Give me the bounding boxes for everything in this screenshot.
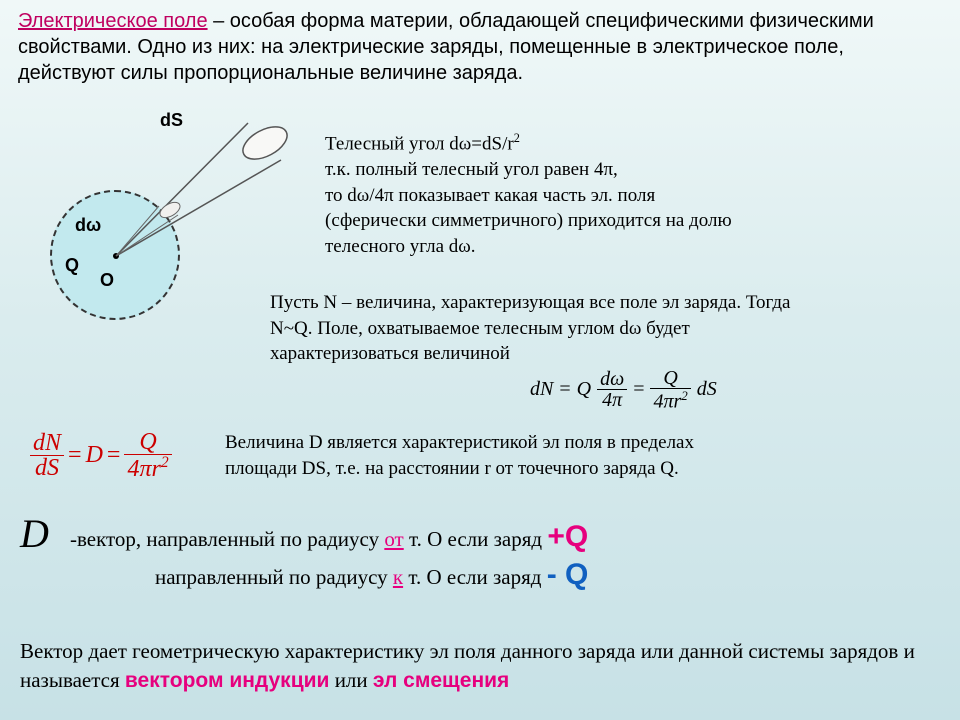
formula-dN: dN = Q dω 4π = Q 4πr2 dS — [530, 368, 717, 412]
solid-angle-text: Телесный угол dω=dS/r2 т.к. полный телес… — [325, 130, 930, 260]
label-O: O — [100, 270, 114, 291]
solid-angle-diagram: dS dω Q O — [40, 110, 300, 330]
label-Q: Q — [65, 255, 79, 276]
vector-line-2: направленный по радиусу к т. О если заря… — [155, 558, 588, 592]
vector-line-1: -вектор, направленный по радиусу от т. О… — [70, 520, 588, 554]
big-d-symbol: D — [20, 510, 49, 557]
label-dw: dω — [75, 215, 101, 236]
formula-D-red: dN dS = D = Q 4πr2 — [30, 430, 172, 481]
intro-title: Электрическое поле — [18, 10, 208, 32]
d-description: Величина D является характеристикой эл п… — [225, 430, 930, 481]
let-n-text: Пусть N – величина, характеризующая все … — [270, 290, 930, 367]
bottom-summary: Вектор дает геометрическую характеристик… — [20, 637, 940, 695]
label-dS: dS — [160, 110, 183, 131]
intro-paragraph: Электрическое поле – особая форма матери… — [18, 8, 942, 86]
